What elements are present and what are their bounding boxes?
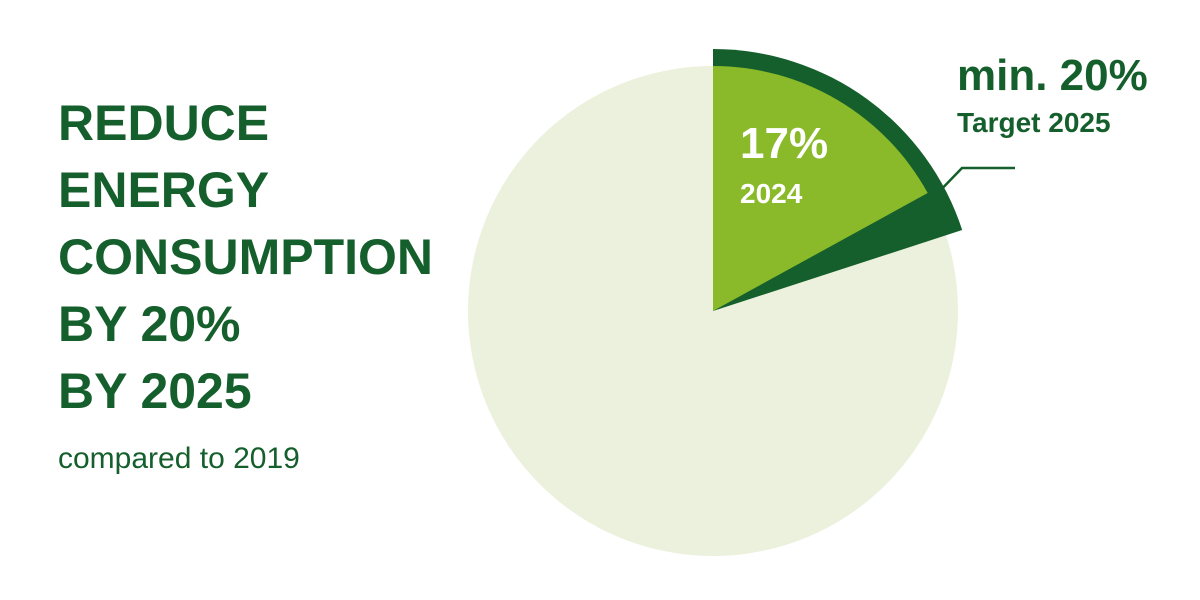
target-name-label: Target 2025 [957,107,1111,138]
pie-slice [713,66,928,311]
leader-line [930,166,1015,201]
title-line: BY 2025 [58,363,252,419]
title-line: BY 20% [58,296,241,352]
subtitle: compared to 2019 [58,442,300,475]
title: REDUCE ENERGY CONSUMPTION BY 20% BY 2025 [58,95,433,419]
title-line: CONSUMPTION [58,229,433,285]
current-name-label: 2024 [740,178,803,209]
current-value-label: 17% [740,119,828,168]
pie: min. 20% Target 2025 17% 2024 [468,49,1148,556]
target-value-label: min. 20% [957,51,1148,100]
title-line: REDUCE [58,95,269,151]
title-line: ENERGY [58,162,269,218]
